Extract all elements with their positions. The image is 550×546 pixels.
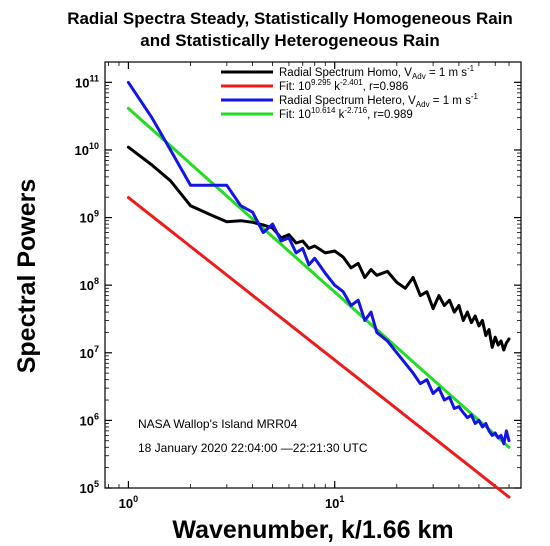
chart-title-line-1: Radial Spectra Steady, Statistically Hom… [67, 9, 513, 28]
series-line-4 [126, 106, 511, 449]
legend: Radial Spectrum Homo, VAdv = 1 m s-1Fit:… [221, 64, 478, 121]
legend-label-2: Fit: 109.295 k-2.401, r=0.986 [279, 78, 408, 93]
y-tick-label: 109 [80, 209, 99, 226]
series-line-1 [126, 145, 511, 352]
series-line-2 [126, 196, 511, 499]
y-tick-label: 106 [80, 411, 99, 428]
y-axis-label: Spectral Powers [13, 179, 41, 374]
annotation-station: NASA Wallop's Island MRR04 [138, 417, 298, 431]
y-tick-label: 105 [80, 479, 99, 496]
chart-title-line-2: and Statistically Heterogeneous Rain [140, 31, 439, 50]
series-line-3 [126, 80, 511, 446]
series-layer [126, 80, 511, 499]
y-tick-label: 107 [80, 344, 99, 361]
plot-frame [104, 61, 522, 489]
legend-label-1: Radial Spectrum Homo, VAdv = 1 m s-1 [279, 64, 475, 81]
y-tick-label: 1011 [75, 73, 99, 90]
x-tick-label: 100 [119, 494, 138, 511]
x-axis-label: Wavenumber, k/1.66 km [172, 516, 453, 544]
x-tick-label: 101 [325, 494, 344, 511]
x-tick-labels: 100 101 [119, 494, 345, 511]
legend-label-4: Fit: 1010.614 k-2.716, r=0.989 [279, 106, 413, 121]
annotation-time: 18 January 2020 22:04:00 —22:21:30 UTC [138, 441, 368, 455]
y-tick-label: 108 [80, 276, 99, 293]
plot-area [104, 61, 522, 499]
y-tick-labels: 105 106 107 108 109 1010 1011 [75, 73, 99, 496]
y-tick-label: 1010 [75, 141, 99, 158]
legend-label-3: Radial Spectrum Hetero, VAdv = 1 m s-1 [279, 92, 478, 109]
